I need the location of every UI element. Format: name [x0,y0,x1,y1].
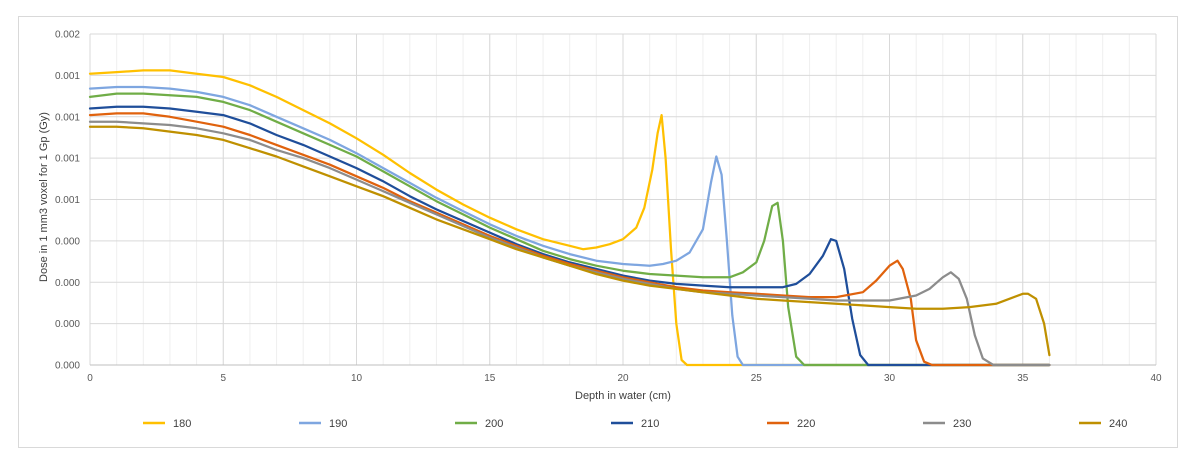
legend-label-180: 180 [173,418,191,430]
series-line-190 [88,85,1051,367]
legend-label-240: 240 [1109,418,1127,430]
series-line-220 [88,112,1051,367]
y-tick-label: 0.001 [55,154,80,165]
series-lines [88,69,1051,367]
y-tick-label: 0.000 [55,236,80,247]
y-tick-label: 0.000 [55,319,80,330]
x-tick-label: 20 [617,373,629,384]
x-tick-label: 5 [220,373,226,384]
series-line-230 [88,120,1051,367]
y-tick-label: 0.001 [55,71,80,82]
series-line-180 [88,69,1051,367]
x-tick-label: 15 [484,373,496,384]
x-tick-label: 40 [1150,373,1162,384]
y-tick-label: 0.000 [55,278,80,289]
x-axis-title: Depth in water (cm) [575,390,671,402]
series-line-240 [88,125,1051,357]
axes: 0.000 0.000 0.000 0.000 0.001 0.001 0.001 0.001… [55,30,1162,385]
x-tick-label: 0 [87,373,93,384]
y-tick-label: 0.001 [55,112,80,123]
legend-label-200: 200 [485,418,503,430]
legend-label-220: 220 [797,418,815,430]
legend: 180 190 200 210 220 230 240 [143,418,1127,430]
y-tick-label: 0.002 [55,30,80,41]
x-tick-label: 35 [1017,373,1029,384]
series-line-200 [88,92,1051,367]
series-line-210 [88,105,1051,367]
x-tick-label: 25 [751,373,763,384]
grid-lines [89,33,1157,366]
y-tick-label: 0.001 [55,195,80,206]
x-tick-label: 30 [884,373,896,384]
chart-frame: 0.000 0.000 0.000 0.000 0.001 0.001 0.001 0.001… [18,16,1178,448]
x-tick-label: 10 [351,373,363,384]
legend-label-210: 210 [641,418,659,430]
line-chart: 0.000 0.000 0.000 0.000 0.001 0.001 0.001 0.001… [38,30,1162,431]
legend-label-230: 230 [953,418,971,430]
y-tick-label: 0.000 [55,361,80,372]
legend-label-190: 190 [329,418,347,430]
y-axis-title: Dose in 1 mm3 voxel for 1 Gp (Gy) [38,112,50,282]
